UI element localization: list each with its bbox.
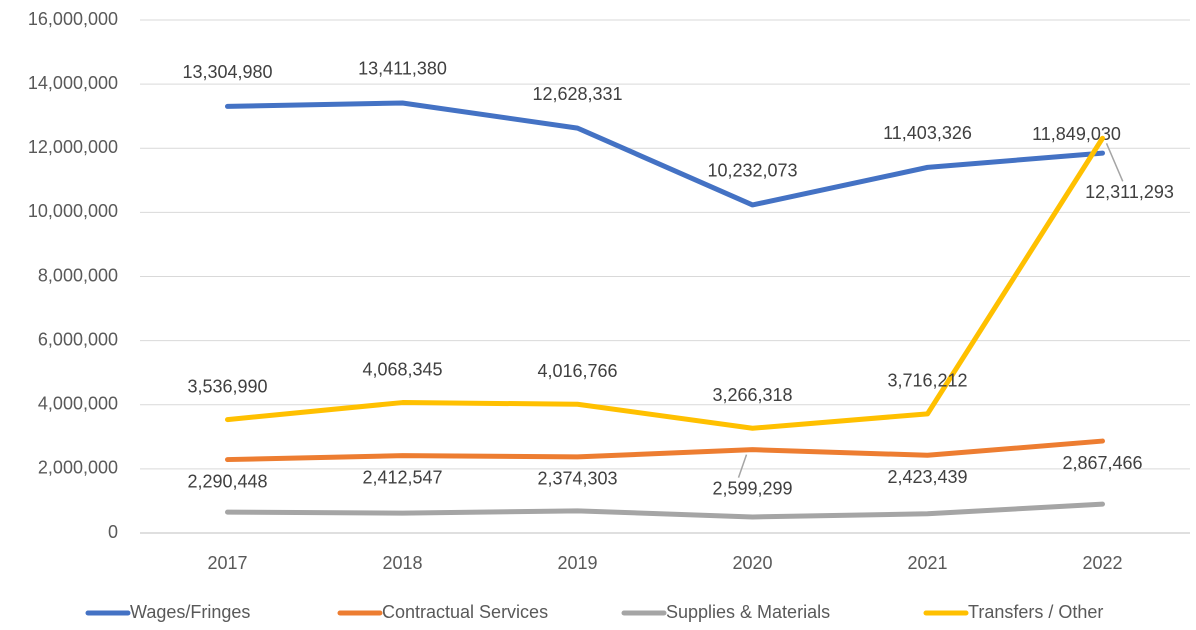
legend-label: Wages/Fringes [130,602,250,622]
line-series [225,100,1105,208]
y-tick-label: 16,000,000 [28,9,118,29]
data-label: 10,232,073 [707,161,797,181]
line-series [225,438,1105,463]
x-tick-label: 2019 [557,553,597,573]
data-label: 2,867,466 [1062,453,1142,473]
data-label: 2,599,299 [712,478,792,498]
x-tick-label: 2021 [907,553,947,573]
data-label: 4,068,345 [362,359,442,379]
leader-line [737,454,748,478]
data-label: 3,536,990 [187,376,267,396]
data-label: 2,412,547 [362,467,442,487]
y-tick-label: 4,000,000 [38,394,118,414]
x-tick-label: 2017 [207,553,247,573]
y-tick-label: 14,000,000 [28,73,118,93]
data-label: 12,311,293 [1085,182,1174,202]
data-label: 2,290,448 [187,471,267,491]
data-label: 13,411,380 [358,59,447,79]
legend-label: Transfers / Other [968,602,1103,622]
legend-label: Supplies & Materials [666,602,830,622]
data-label: 4,016,766 [537,361,617,381]
data-label: 13,304,980 [182,62,272,82]
x-tick-label: 2020 [732,553,772,573]
line-series [225,135,1105,431]
y-tick-label: 10,000,000 [28,201,118,221]
y-tick-label: 0 [108,522,118,542]
y-tick-label: 6,000,000 [38,329,118,349]
data-label: 2,374,303 [537,469,617,489]
data-label: 2,423,439 [887,467,967,487]
line-series [225,501,1105,520]
data-label: 12,628,331 [532,84,622,104]
y-tick-label: 8,000,000 [38,265,118,285]
y-tick-label: 2,000,000 [38,458,118,478]
legend-label: Contractual Services [382,602,548,622]
data-label: 11,403,326 [883,123,972,143]
x-tick-label: 2018 [382,553,422,573]
data-label: 11,849,030 [1032,124,1121,144]
data-label: 3,266,318 [712,385,792,405]
x-tick-label: 2022 [1082,553,1122,573]
y-tick-label: 12,000,000 [28,137,118,157]
leader-line [1105,142,1124,182]
data-label: 3,716,212 [887,371,967,391]
